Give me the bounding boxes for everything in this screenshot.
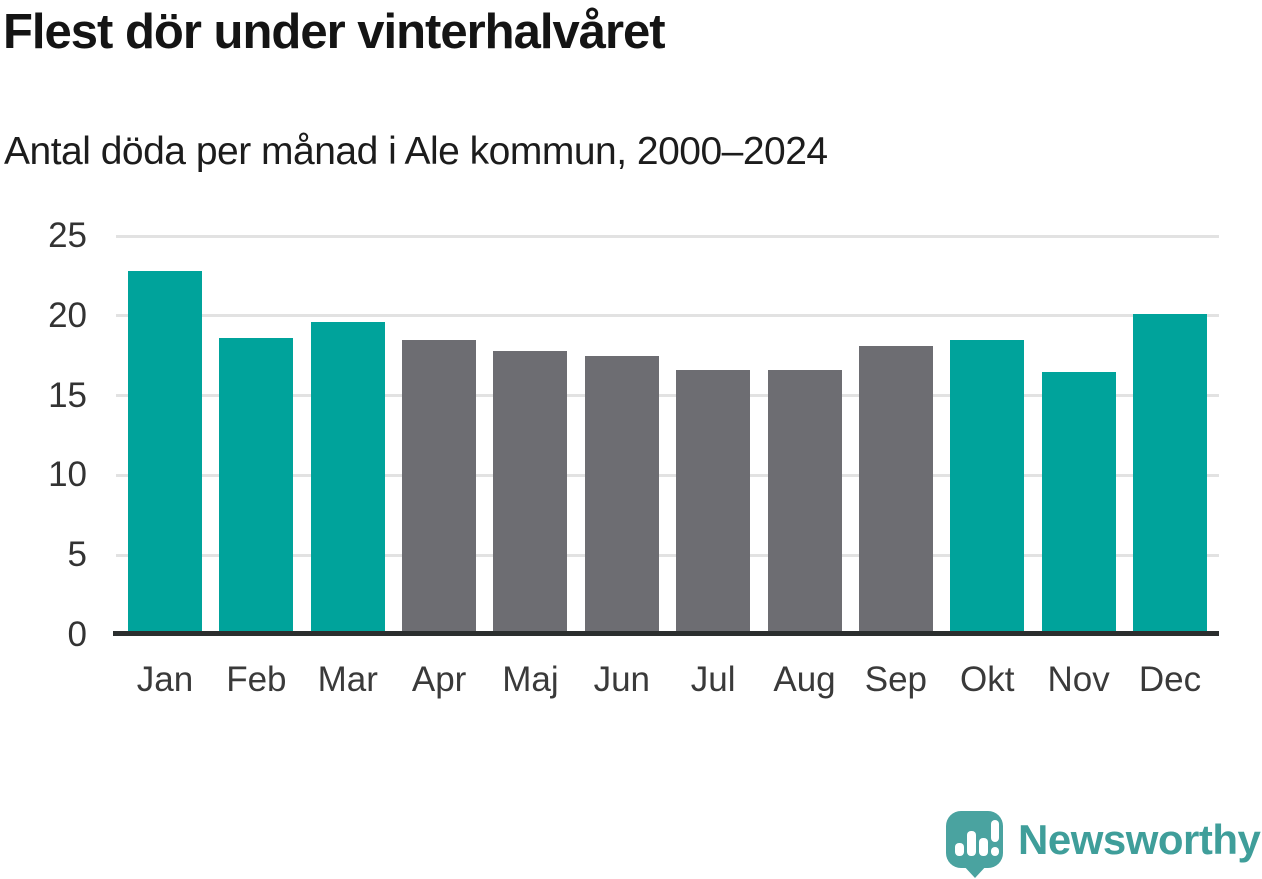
gridline-25 [116,234,1219,238]
gridline-15 [116,394,1219,398]
logo-exclamation-dot-icon [990,847,999,856]
x-tick-label-nov: Nov [1047,660,1110,699]
bar-nov [1041,371,1116,635]
gridline-20 [116,314,1219,318]
x-tick-label-jul: Jul [690,660,736,699]
x-tick-label-dec: Dec [1138,660,1202,699]
y-tick-label-15: 15 [48,375,87,415]
logo-speech-tail-icon [962,864,988,878]
chart-subtitle: Antal döda per månad i Ale kommun, 2000–… [4,130,828,173]
bar-feb [219,338,294,635]
logo-chart-bar-icon [967,831,976,856]
logo-exclamation-icon [990,820,999,842]
x-tick-label-apr: Apr [411,660,467,699]
y-tick-label-25: 25 [48,216,87,255]
gridline-10 [116,473,1219,477]
x-tick-label-sep: Sep [864,660,928,699]
x-tick-label-maj: Maj [502,660,559,699]
gridline-5 [116,553,1219,557]
logo-chart-bar-icon [979,838,988,856]
logo-chart-bar-icon [955,843,964,856]
bar-jan [128,271,202,635]
bar-maj [493,350,568,635]
bar-jun [584,355,659,635]
x-tick-label-aug: Aug [773,660,836,699]
x-tick-label-okt: Okt [960,660,1015,699]
y-tick-label-10: 10 [48,455,87,495]
x-tick-label-mar: Mar [317,660,378,699]
x-tick-label-jun: Jun [593,660,651,699]
bar-apr [402,339,477,635]
bar-jul [676,370,751,635]
bar-mar [310,322,385,635]
y-tick-label-20: 20 [48,295,87,335]
y-tick-label-0: 0 [67,615,87,654]
x-tick-label-jan: Jan [136,660,194,699]
bar-sep [858,346,933,635]
bar-dec [1132,314,1207,635]
bar-okt [950,339,1025,635]
newsworthy-logo-icon [946,811,1003,868]
bar-aug [767,370,842,635]
branding-footer: Newsworthy [946,811,1261,878]
y-tick-label-5: 5 [67,535,87,575]
x-tick-label-feb: Feb [226,660,287,699]
x-axis-line [113,631,1219,636]
chart-title: Flest dör under vinterhalvåret [3,5,666,59]
newsworthy-wordmark: Newsworthy [1018,815,1261,863]
